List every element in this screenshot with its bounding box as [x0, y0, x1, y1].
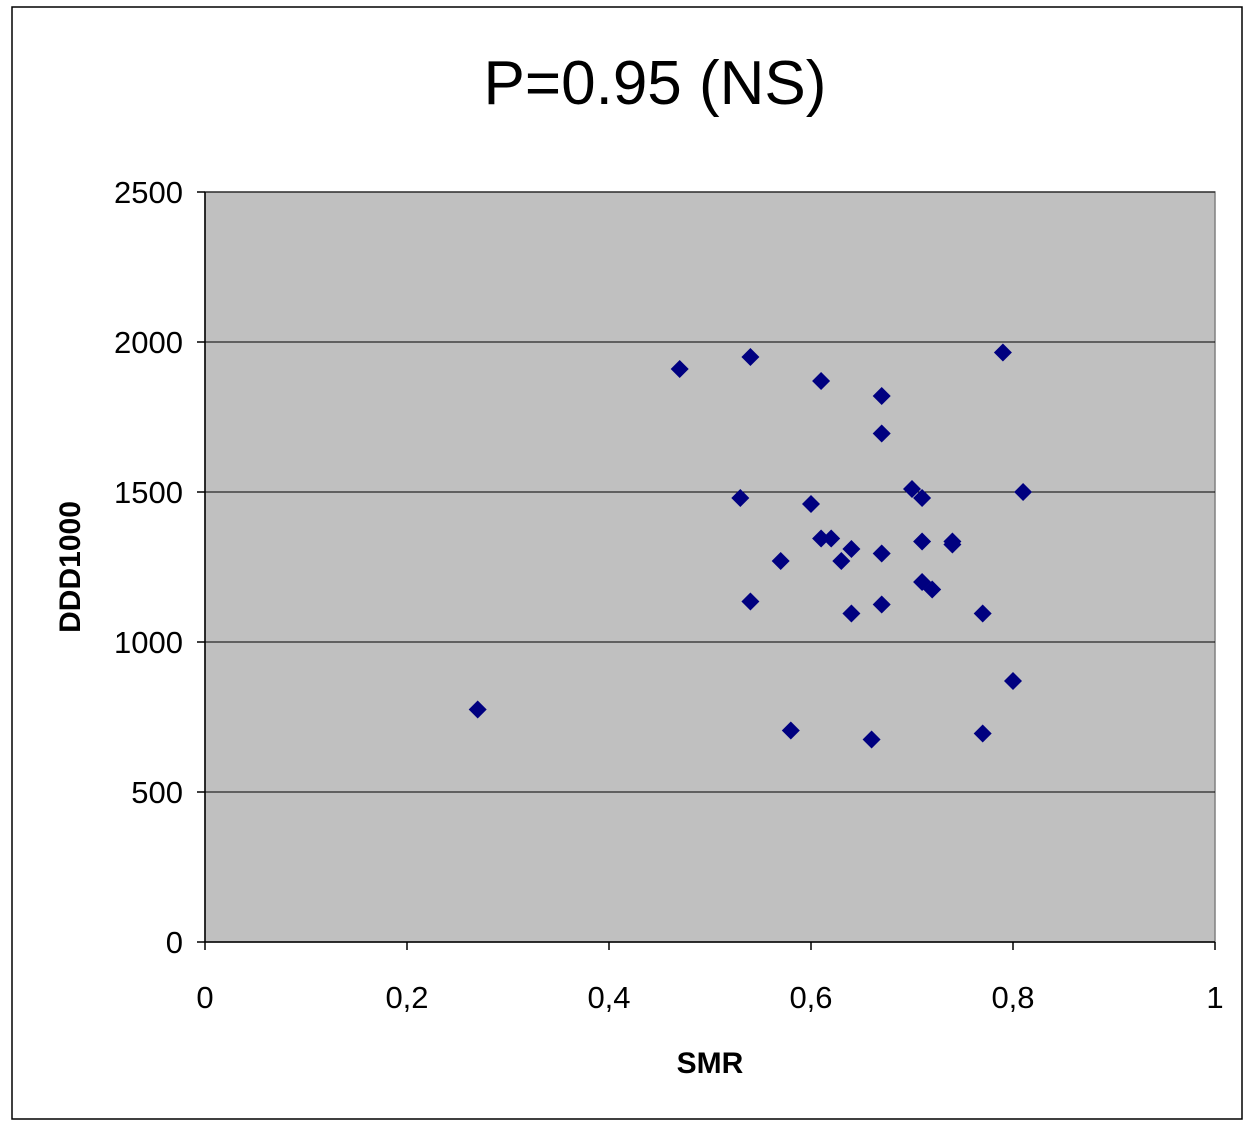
- data-point: [872, 387, 891, 405]
- data-point: [913, 489, 932, 507]
- x-tick-label: 0,4: [587, 980, 630, 1015]
- data-point: [832, 552, 851, 570]
- data-point: [993, 343, 1012, 362]
- y-tick-label: 1000: [114, 625, 183, 660]
- data-point: [771, 552, 790, 570]
- data-point: [872, 544, 891, 563]
- data-point: [822, 529, 841, 548]
- data-point: [903, 480, 921, 498]
- gridlines: [205, 191, 1215, 793]
- x-tick-label: 0,2: [385, 980, 428, 1015]
- data-point: [468, 700, 487, 719]
- y-axis-label: DDD1000: [54, 501, 87, 633]
- x-tick-label: 1: [1206, 980, 1223, 1015]
- data-point: [973, 604, 992, 623]
- y-tick-label: 2500: [114, 175, 183, 210]
- data-point: [1004, 672, 1022, 690]
- chart-title: P=0.95 (NS): [484, 49, 827, 118]
- data-point: [731, 489, 750, 507]
- data-point: [781, 721, 800, 740]
- y-tick-label: 500: [131, 775, 183, 810]
- data-point: [872, 424, 891, 443]
- y-tick-label: 2000: [114, 325, 183, 360]
- data-point: [812, 372, 831, 390]
- x-tick-label: 0: [196, 980, 213, 1015]
- data-points: [468, 343, 1033, 749]
- data-point: [842, 540, 861, 558]
- y-tick-labels: 0 500 1000 1500 2000 2500: [114, 175, 183, 960]
- data-point: [802, 495, 820, 513]
- data-point: [973, 724, 992, 743]
- data-point: [812, 529, 831, 548]
- x-tick-label: 0,6: [789, 980, 832, 1015]
- axes: [197, 191, 1216, 950]
- x-tick-label: 0,8: [991, 980, 1034, 1015]
- data-point: [842, 604, 861, 623]
- plot-area: [204, 191, 1216, 943]
- data-point: [670, 360, 689, 378]
- data-point: [923, 580, 942, 599]
- y-tick-label: 1500: [114, 475, 183, 510]
- y-tick-label: 0: [166, 925, 183, 960]
- data-point: [862, 730, 881, 749]
- data-point: [741, 592, 760, 611]
- x-axis-label: SMR: [677, 1047, 744, 1080]
- x-tick-labels: 0 0,2 0,4 0,6 0,8 1: [196, 980, 1223, 1015]
- data-point: [741, 348, 760, 366]
- data-point: [943, 535, 962, 554]
- data-point: [1014, 483, 1033, 501]
- data-point: [872, 595, 891, 614]
- data-point: [913, 532, 932, 551]
